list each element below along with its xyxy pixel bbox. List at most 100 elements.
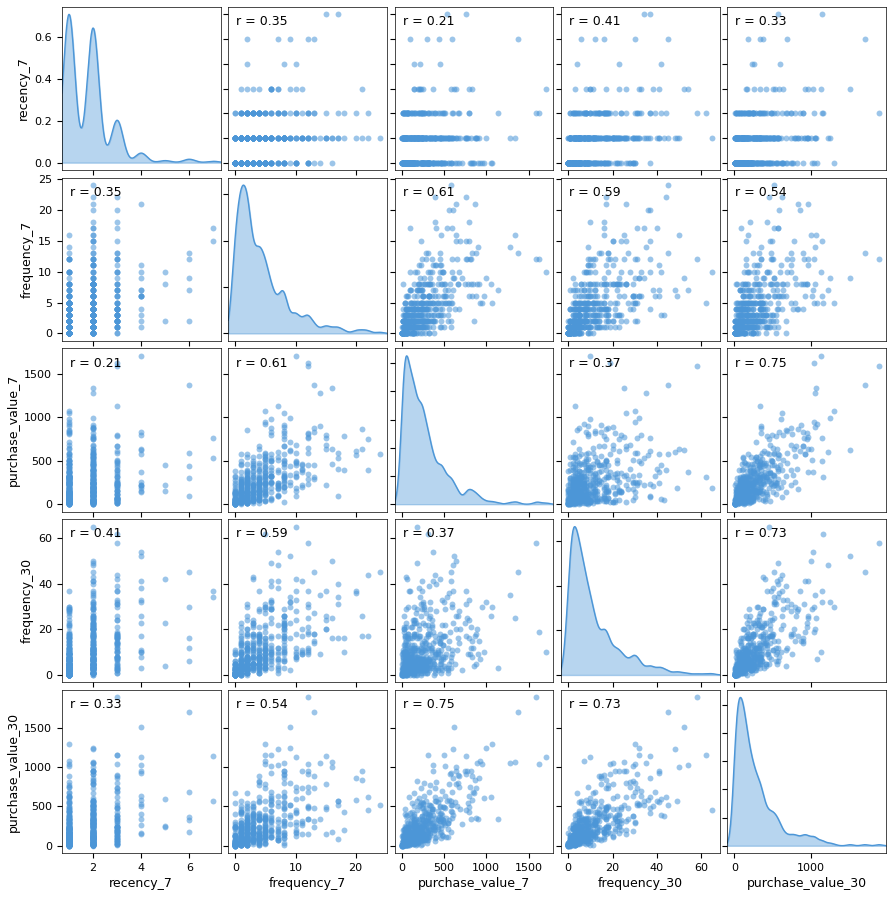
Point (798, 289, 813, 303)
Point (264, 155, 279, 170)
Point (408, 320, 422, 335)
Point (746, 648, 760, 662)
Point (240, 485, 255, 500)
Point (743, 492, 757, 506)
Point (282, 615, 296, 630)
Point (372, 798, 387, 813)
Point (396, 838, 410, 852)
Point (426, 258, 440, 273)
Point (240, 809, 255, 823)
Point (730, 131, 745, 145)
Point (767, 468, 781, 483)
Point (271, 666, 285, 680)
Point (565, 491, 580, 505)
Point (412, 82, 426, 96)
Point (610, 277, 624, 292)
Point (86, 277, 100, 292)
Point (436, 829, 450, 843)
Point (416, 155, 430, 170)
Point (234, 493, 248, 508)
Point (62, 314, 76, 328)
Point (229, 492, 243, 507)
Point (565, 831, 580, 845)
Point (430, 131, 445, 145)
Point (229, 657, 243, 671)
Point (62, 602, 76, 616)
Point (421, 289, 436, 303)
Point (568, 820, 582, 834)
Point (630, 446, 644, 460)
Point (406, 657, 421, 671)
Point (736, 314, 750, 328)
Point (229, 837, 243, 851)
Point (86, 421, 100, 435)
Point (741, 155, 755, 170)
Point (731, 327, 746, 341)
Point (234, 492, 248, 506)
Point (437, 289, 451, 303)
Point (656, 308, 671, 322)
Point (253, 663, 267, 677)
Point (739, 155, 753, 170)
Point (258, 155, 272, 170)
Point (413, 838, 428, 852)
Point (748, 489, 763, 503)
Point (62, 833, 76, 848)
Point (623, 155, 638, 170)
Point (300, 426, 314, 440)
Point (736, 483, 750, 497)
Point (253, 829, 267, 843)
Point (404, 155, 418, 170)
Point (407, 131, 421, 145)
Point (62, 602, 76, 616)
Point (601, 131, 615, 145)
Point (430, 131, 445, 145)
Point (789, 301, 804, 316)
Point (579, 155, 593, 170)
Point (411, 832, 425, 846)
Point (86, 448, 100, 463)
Point (565, 320, 580, 335)
Point (750, 462, 764, 476)
Point (399, 667, 413, 682)
Point (407, 667, 421, 682)
Point (62, 454, 76, 468)
Point (86, 831, 100, 845)
Point (396, 663, 411, 677)
Point (796, 636, 810, 650)
Point (757, 131, 772, 145)
Point (396, 666, 410, 680)
Point (86, 825, 100, 840)
Point (766, 484, 780, 499)
Point (300, 472, 314, 486)
Point (402, 789, 416, 804)
Point (432, 807, 446, 822)
Point (86, 645, 100, 659)
Point (86, 494, 100, 509)
Point (401, 308, 415, 322)
Point (295, 814, 309, 828)
Point (431, 795, 446, 809)
Point (229, 838, 243, 852)
Point (86, 493, 100, 508)
Point (747, 155, 762, 170)
Point (276, 454, 290, 468)
Point (561, 155, 575, 170)
Point (110, 301, 124, 316)
Point (400, 155, 414, 170)
Point (398, 661, 413, 675)
Point (240, 131, 255, 145)
Point (86, 485, 100, 500)
Point (744, 652, 758, 666)
Point (437, 308, 451, 322)
Point (428, 131, 442, 145)
Point (568, 327, 582, 341)
Point (577, 320, 591, 335)
Point (86, 666, 100, 680)
Point (804, 228, 818, 242)
Point (86, 301, 100, 316)
Point (729, 314, 743, 328)
Point (741, 638, 755, 652)
Point (827, 404, 841, 418)
Point (240, 131, 255, 145)
